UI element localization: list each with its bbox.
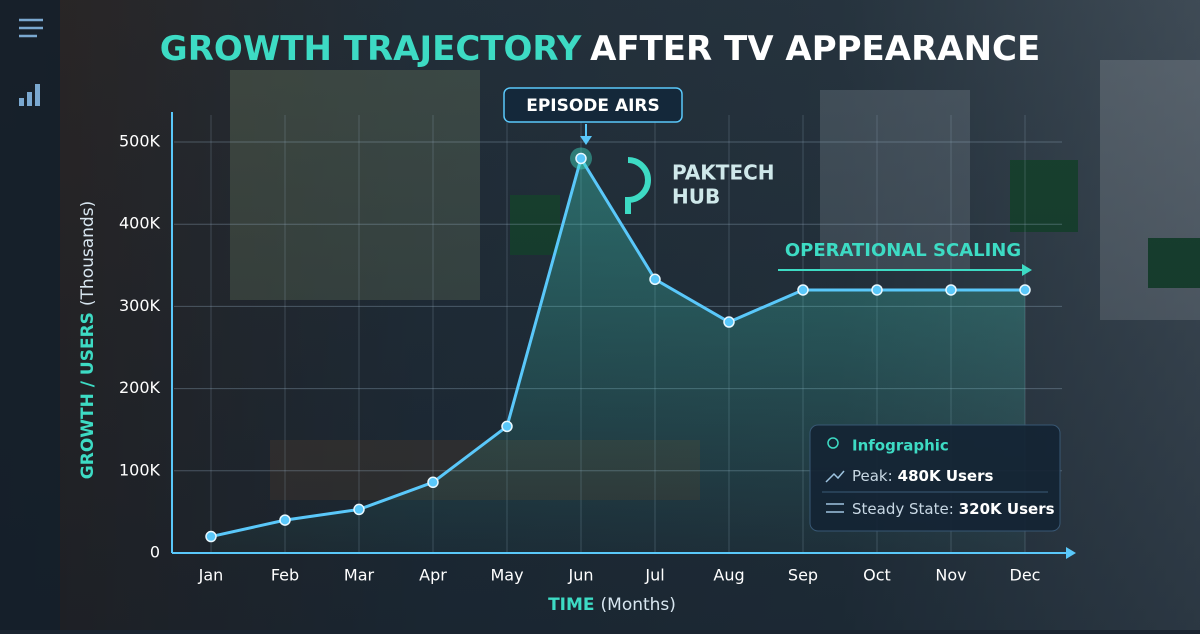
- annotation-arrow: [580, 136, 592, 145]
- x-tick-label: Aug: [713, 566, 744, 585]
- x-label-unit: (Months): [601, 595, 676, 615]
- infobox-value: 480K Users: [898, 467, 994, 485]
- title-highlight: GROWTH TRAJECTORY: [160, 29, 582, 69]
- point: [649, 273, 661, 286]
- infobox-line: Peak: 480K Users: [852, 467, 994, 485]
- point: [871, 284, 883, 296]
- annotation: EPISODE AIRS: [526, 96, 660, 116]
- annotation: OPERATIONAL SCALING: [785, 240, 1021, 261]
- x-tick-label: May: [490, 566, 523, 585]
- x-tick-label: Oct: [863, 566, 891, 585]
- point: [353, 503, 365, 516]
- point: [575, 152, 587, 165]
- trend-icon: [825, 470, 845, 483]
- infobox: Infographic Peak: 480K Users Steady State…: [809, 424, 1061, 532]
- logo: PAKTECH HUB: [625, 157, 775, 214]
- annotation-arrow: [1022, 264, 1032, 276]
- point: [945, 284, 957, 296]
- x-axis-arrow: [1066, 547, 1076, 559]
- point: [1019, 284, 1031, 296]
- x-tick-label: Dec: [1010, 566, 1041, 585]
- infobox-title: Infographic: [852, 437, 949, 455]
- y-label-main: GROWTH / USERS: [78, 312, 98, 479]
- x-tick-label: Nov: [935, 566, 966, 585]
- infobox-panel: [809, 424, 1061, 532]
- x-tick-label: Feb: [271, 566, 299, 585]
- x-tick-label: Jun: [568, 566, 594, 585]
- logo-text: PAKTECH: [672, 161, 775, 185]
- y-label-unit: (Thousands): [78, 201, 98, 306]
- infobox-line: Steady State: 320K Users: [852, 500, 1055, 518]
- y-tick-label: 100K: [119, 460, 161, 479]
- point: [279, 514, 291, 526]
- x-tick-label: Sep: [788, 566, 818, 585]
- point: [427, 476, 439, 489]
- title-rest: AFTER TV APPEARANCE: [590, 29, 1040, 69]
- y-tick-label: 500K: [119, 132, 161, 151]
- point: [205, 530, 217, 543]
- y-axis-label: GROWTH / USERS (Thousands): [78, 201, 98, 479]
- x-axis-label: TIME (Months): [548, 595, 676, 615]
- chart-title: GROWTH TRAJECTORY AFTER TV APPEARANCE: [160, 29, 1040, 69]
- x-tick-label: Mar: [344, 566, 375, 585]
- logo-text: HUB: [672, 185, 720, 209]
- menu-icon[interactable]: [19, 18, 43, 38]
- infobox-label: Peak:: [852, 467, 893, 485]
- x-label-main: TIME: [548, 595, 594, 615]
- y-tick-label: 200K: [119, 378, 161, 397]
- logo-mark: [625, 157, 651, 214]
- point: [723, 316, 735, 328]
- line: [210, 154, 1025, 539]
- point: [797, 284, 809, 296]
- user-icon: [827, 437, 839, 449]
- y-tick-label: 400K: [119, 214, 161, 233]
- y-tick-label: 300K: [119, 296, 161, 315]
- point: [501, 420, 513, 433]
- infobox-label: Steady State:: [852, 500, 954, 518]
- infobox-value: 320K Users: [959, 500, 1055, 518]
- y-tick-label: 0: [150, 543, 160, 562]
- x-tick-label: Jan: [198, 566, 224, 585]
- annotation-box: [503, 87, 683, 123]
- x-tick-label: Jul: [644, 566, 664, 585]
- chart-icon[interactable]: [19, 84, 40, 106]
- x-tick-label: Apr: [419, 566, 447, 585]
- settings-icon: [826, 503, 844, 513]
